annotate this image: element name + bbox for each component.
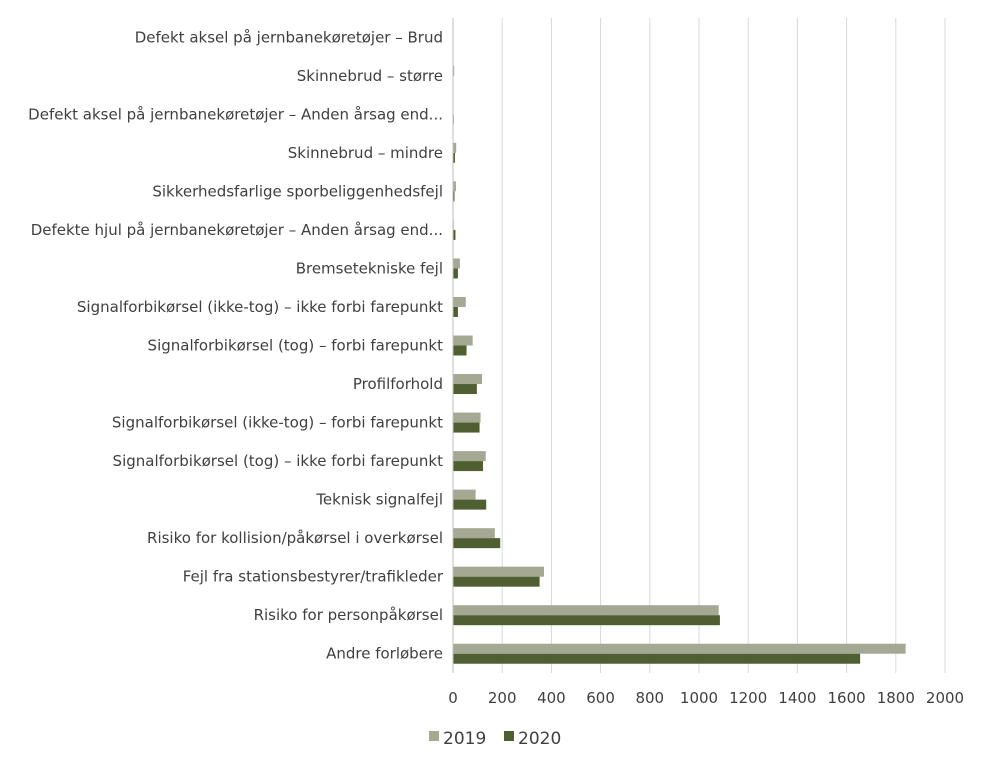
legend-swatch-2020 <box>504 731 514 741</box>
bar-2019-13 <box>453 528 495 539</box>
bar-2020-15 <box>453 615 720 626</box>
bar-2019-9 <box>453 374 483 385</box>
gridlines <box>501 18 946 673</box>
category-label: Defekte hjul på jernbanekøretøjer – Ande… <box>31 221 443 239</box>
bar-2019-14 <box>453 566 545 577</box>
bar-2019-11 <box>453 451 486 462</box>
bar-2020-12 <box>453 499 487 510</box>
bar-2019-16 <box>453 643 906 654</box>
category-label: Sikkerhedsfarlige sporbeliggenhedsfejl <box>152 182 443 200</box>
x-tick-label: 800 <box>635 689 664 707</box>
x-tick-label: 600 <box>586 689 615 707</box>
legend-label-2019: 2019 <box>443 729 486 749</box>
bar-2019-12 <box>453 489 476 500</box>
category-label: Risiko for personpåkørsel <box>254 606 443 624</box>
bar-2020-8 <box>453 345 467 356</box>
bar-2020-9 <box>453 384 477 395</box>
category-label: Signalforbikørsel (tog) – forbi farepunk… <box>148 337 444 355</box>
x-tick-label: 400 <box>537 689 566 707</box>
category-label: Teknisk signalfejl <box>315 491 443 509</box>
bar-2020-14 <box>453 576 540 587</box>
category-label: Risiko for kollision/påkørsel i overkørs… <box>147 529 443 547</box>
category-label: Signalforbikørsel (ikke-tog) – ikke forb… <box>77 298 443 316</box>
bar-2019-8 <box>453 335 473 346</box>
bar-2019-3 <box>453 142 457 153</box>
bar-2020-3 <box>453 152 455 163</box>
bar-2019-7 <box>453 296 466 307</box>
bar-2019-15 <box>453 605 719 616</box>
bar-2020-16 <box>453 653 861 664</box>
x-tick-label: 200 <box>488 689 517 707</box>
category-label: Bremsetekniske fejl <box>296 259 443 277</box>
x-tick-label: 1200 <box>729 689 767 707</box>
bar-2020-10 <box>453 422 480 433</box>
x-tick-label: 0 <box>448 689 458 707</box>
bar-2020-7 <box>453 306 458 317</box>
category-label: Defekt aksel på jernbanekøretøjer – Brud <box>135 28 443 46</box>
bar-2020-11 <box>453 461 484 472</box>
category-label: Signalforbikørsel (tog) – ikke forbi far… <box>113 452 444 470</box>
bar-2019-4 <box>453 181 456 192</box>
bar-2020-6 <box>453 268 458 279</box>
x-tick-label: 2000 <box>926 689 964 707</box>
bar-2019-10 <box>453 412 481 423</box>
bar-2019-1 <box>453 65 455 76</box>
category-label: Andre forløbere <box>326 645 443 663</box>
x-tick-label: 1000 <box>680 689 718 707</box>
category-labels: Defekt aksel på jernbanekøretøjer – Brud… <box>28 28 444 662</box>
bars <box>453 65 906 664</box>
category-label: Skinnebrud – mindre <box>288 144 443 162</box>
category-label: Signalforbikørsel (ikke-tog) – forbi far… <box>112 414 443 432</box>
bar-2019-6 <box>453 258 460 269</box>
x-axis-tick-labels: 0 200 400 600 800 1000 1200 1400 1600 1800 2000 <box>448 689 964 707</box>
legend: 2019 2020 <box>429 729 561 749</box>
x-tick-label: 1800 <box>877 689 915 707</box>
category-label: Defekt aksel på jernbanekøretøjer – Ande… <box>28 105 443 123</box>
category-label: Profilforhold <box>353 375 443 393</box>
x-tick-label: 1400 <box>778 689 816 707</box>
bar-2020-13 <box>453 538 501 549</box>
legend-label-2020: 2020 <box>518 729 561 749</box>
category-label: Fejl fra stationsbestyrer/trafikleder <box>183 568 444 586</box>
legend-swatch-2019 <box>429 731 439 741</box>
bar-2020-4 <box>453 191 455 202</box>
bar-2020-5 <box>453 229 456 240</box>
x-tick-label: 1600 <box>828 689 866 707</box>
category-label: Skinnebrud – større <box>297 67 443 85</box>
